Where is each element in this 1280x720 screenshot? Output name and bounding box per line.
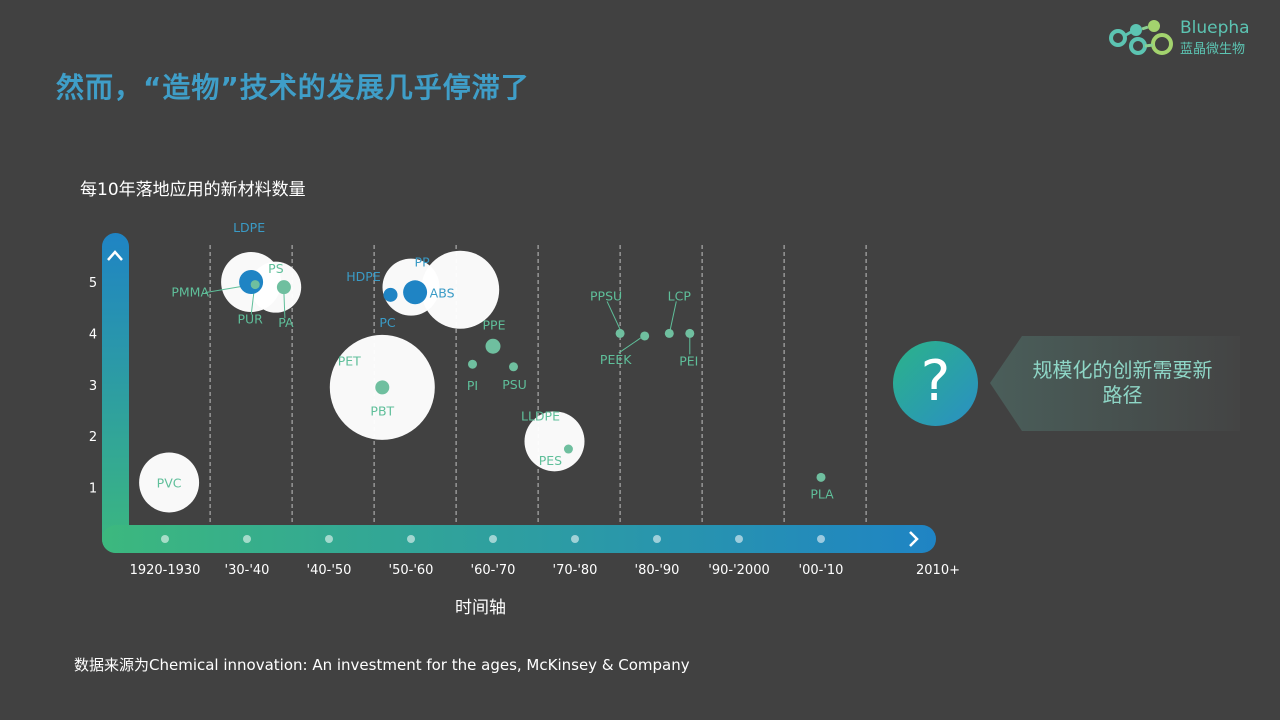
leader-line [618,337,641,354]
brand-name: Bluepha [1180,18,1250,38]
data-label: PET [338,353,361,368]
data-label: LLDPE [521,408,560,423]
data-label: PPE [483,317,506,332]
bubble [524,411,585,472]
x-axis-dot [243,535,251,543]
x-tick-label: '90-'2000 [708,563,769,578]
data-label: ABS [430,285,455,300]
x-axis-dot [571,535,579,543]
data-label: PES [539,453,562,468]
data-label: PI [467,378,478,393]
data-dot [403,280,428,305]
x-tick-label: 1920-1930 [130,563,201,578]
data-label: PUR [238,312,264,327]
y-tick-label: 2 [89,430,97,445]
grid-lines [209,245,867,553]
data-dot [640,331,650,341]
x-axis-dot [407,535,415,543]
leader-line [250,289,255,315]
x-tick-label: '70-'80 [553,563,598,578]
brand-logo: Bluepha 蓝晶微生物 [1108,16,1258,60]
source-note: 数据来源为Chemical innovation: An investment … [74,656,690,674]
molecule-logo-icon [1109,20,1173,55]
x-axis-bar [102,525,936,553]
question-mark-icon: ? [893,341,978,426]
data-dot [664,328,674,338]
x-axis-arrow-icon [909,531,919,547]
callout-text: 规模化的创新需要新路径 [1032,358,1213,407]
data-label: PLA [810,486,834,501]
y-axis-arrow-icon [107,250,123,261]
data-dot [816,472,826,482]
bubble [421,250,500,329]
y-tick-label: 4 [89,327,97,342]
leader-line [669,301,677,330]
data-dot [485,338,501,354]
data-dot [375,380,390,395]
x-tick-label: '60-'70 [471,563,516,578]
data-label: PEI [679,353,698,368]
data-dot [276,280,291,295]
y-tick-label: 5 [89,276,97,291]
bubble [139,452,200,513]
callout-arrow-shape [990,336,1240,431]
data-label: PA [278,315,294,330]
x-axis-dot [735,535,743,543]
bubble [250,261,302,313]
data-label: PMMA [171,285,209,300]
data-dot [563,444,573,454]
y-tick-label: 1 [89,482,97,497]
leader-lines [205,284,691,355]
data-dot [615,328,625,338]
x-tick-label: '80-'90 [635,563,680,578]
data-label: PBT [370,403,394,418]
x-axis-dot [817,535,825,543]
chart-title: 每10年落地应用的新材料数量 [80,180,306,200]
x-axis-dot [161,535,169,543]
data-labels: PVC LDPE PMMA PUR PS PA PET PBT HDPE PC PP ABS PPE PI… [157,220,834,501]
data-label: LDPE [233,220,265,235]
x-tick-label: '00-'10 [799,563,844,578]
data-label: PEEK [600,352,632,367]
y-tick-label: 3 [89,379,97,394]
slide-title: 然而，“造物”技术的发展几乎停滞了 [56,71,530,104]
data-label: PS [268,261,284,276]
bubbles [139,250,585,513]
data-dot [468,359,477,369]
brand-subtitle: 蓝晶微生物 [1180,42,1246,57]
x-axis-dot [489,535,497,543]
y-axis-bar [102,233,129,553]
x-axis-dots [161,535,825,543]
data-label: PC [379,315,396,330]
data-dot [383,287,398,302]
axes [102,233,936,553]
data-dot [239,270,264,294]
data-label: PPSU [590,288,622,303]
data-dots [239,270,826,482]
data-label: PP [415,254,431,269]
x-tick-label: '50-'60 [389,563,434,578]
x-axis-title: 时间轴 [455,598,506,618]
data-dot [685,328,695,338]
data-dot [509,362,518,372]
x-axis-dot [653,535,661,543]
x-tick-label: '30-'40 [225,563,270,578]
data-label: HDPE [346,269,381,284]
data-label: PSU [502,377,527,392]
x-tick-label: 2010+ [916,563,960,578]
x-axis-dot [325,535,333,543]
x-tick-label: '40-'50 [307,563,352,578]
data-dot [250,280,260,290]
tick-labels: 1920-1930 '30-'40 '40-'50 '50-'60 '60-'70 '70… [89,276,960,578]
leader-line [283,292,286,319]
leader-line [606,301,621,330]
data-label: LCP [668,288,692,303]
data-label: PVC [157,475,182,490]
